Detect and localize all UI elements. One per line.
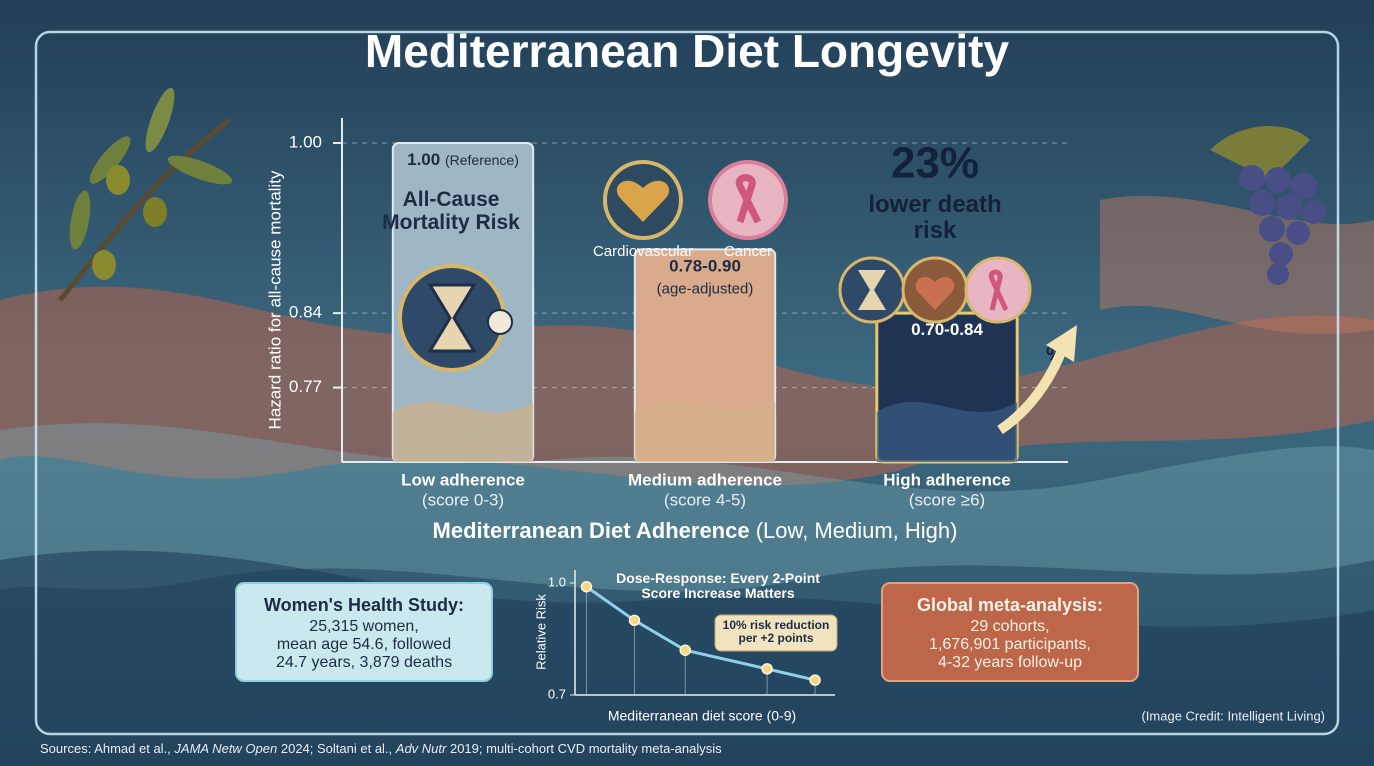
heart-icon bbox=[603, 160, 683, 240]
info-line: 1,676,901 participants, bbox=[929, 636, 1091, 653]
y-tick-label: 0.84 bbox=[289, 303, 322, 322]
source-part: 2024; Soltani et al., bbox=[277, 741, 396, 756]
value-label: 1.00 (Reference) bbox=[407, 150, 519, 169]
point bbox=[628, 614, 641, 627]
icon-label: Cancer bbox=[724, 243, 772, 260]
info-line: 4-32 years follow-up bbox=[938, 654, 1082, 671]
annotation-box bbox=[714, 614, 838, 652]
value-number: 0.78-0.90 bbox=[669, 257, 741, 276]
point bbox=[580, 580, 593, 593]
high-icons bbox=[838, 256, 1032, 324]
info-title: Global meta-analysis: bbox=[917, 595, 1103, 615]
wave bbox=[0, 423, 1374, 592]
sources: Sources: Ahmad et al., JAMA Netw Open 20… bbox=[40, 741, 722, 756]
info-title: Women's Health Study: bbox=[264, 595, 464, 615]
value-number: 1.00 bbox=[407, 150, 440, 169]
page-title: Mediterranean Diet Longevity bbox=[365, 25, 1010, 77]
source-part: 2019; multi-cohort CVD mortality meta-an… bbox=[446, 741, 722, 756]
category-note: (score 0-3) bbox=[422, 490, 504, 509]
info-box bbox=[881, 582, 1139, 682]
point bbox=[679, 644, 691, 656]
source-part: JAMA Netw Open bbox=[173, 741, 277, 756]
credit: (Image Credit: Intelligent Living) bbox=[1141, 708, 1325, 723]
bar-annotation: (age-adjusted) bbox=[657, 280, 754, 297]
bar-wave bbox=[634, 402, 776, 462]
category-label: High adherence bbox=[883, 470, 1011, 489]
icon-label: Cardiovascular bbox=[593, 243, 693, 260]
value-label: 0.78-0.90 bbox=[669, 257, 741, 276]
category-note: (score 4-5) bbox=[664, 490, 746, 509]
grapes bbox=[1210, 126, 1326, 285]
category-note: (score ≥6) bbox=[909, 490, 985, 509]
y-axis-label: Hazard ratio for all-cause mortality bbox=[265, 170, 284, 429]
info-line: 24.7 years, 3,879 deaths bbox=[276, 654, 452, 671]
mini-x-label: Mediterranean diet score (0-9) bbox=[608, 708, 796, 724]
mini-y-label: Relative Risk bbox=[533, 594, 548, 670]
frame bbox=[34, 30, 1340, 736]
category-label: Medium adherence bbox=[628, 470, 782, 489]
x-axis-note: (Low, Medium, High) bbox=[756, 518, 958, 543]
x-axis-label: Mediterranean Diet Adherence (Low, Mediu… bbox=[433, 518, 958, 543]
point bbox=[809, 674, 821, 686]
info-line: mean age 54.6, followed bbox=[277, 636, 451, 653]
info-line: 25,315 women, bbox=[309, 618, 418, 635]
x-axis-title: Mediterranean Diet Adherence bbox=[433, 518, 750, 543]
mini-y-tick-label: 0.7 bbox=[548, 686, 566, 701]
value-note: (Reference) bbox=[445, 152, 519, 168]
trend-arrow bbox=[997, 348, 1067, 435]
category-label: Low adherence bbox=[401, 470, 525, 489]
y-tick-label: 1.00 bbox=[289, 132, 322, 151]
value-number: 0.70-0.84 bbox=[911, 321, 983, 340]
info-box bbox=[235, 582, 493, 682]
info-line: 29 cohorts, bbox=[970, 618, 1049, 635]
cancer-icon bbox=[708, 160, 788, 240]
highlight-number: 23% bbox=[891, 139, 979, 188]
y-tick-label: 0.77 bbox=[289, 377, 322, 396]
trend-arrow-head bbox=[1046, 325, 1077, 362]
value-label: 0.70-0.84 bbox=[911, 321, 983, 340]
olive-branch bbox=[58, 87, 233, 302]
source-part: Sources: Ahmad et al., bbox=[40, 741, 174, 756]
hourglass-icon bbox=[398, 264, 513, 372]
source-part: Adv Nutr bbox=[395, 741, 447, 756]
point bbox=[761, 663, 773, 675]
mini-y-tick-label: 1.0 bbox=[548, 574, 566, 589]
bar-wave bbox=[392, 402, 534, 462]
bar-wave bbox=[876, 402, 1018, 462]
